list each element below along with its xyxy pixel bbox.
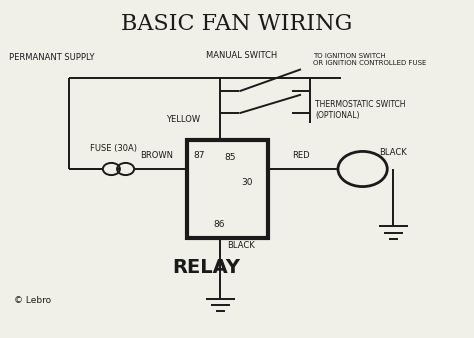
Text: THERMOSTATIC SWITCH
(OPTIONAL): THERMOSTATIC SWITCH (OPTIONAL) xyxy=(315,100,406,120)
Text: 85: 85 xyxy=(224,153,236,162)
Circle shape xyxy=(338,151,387,187)
Bar xyxy=(187,140,268,238)
Text: RED: RED xyxy=(292,151,310,160)
Text: RELAY: RELAY xyxy=(172,258,240,276)
Text: MANUAL SWITCH: MANUAL SWITCH xyxy=(206,51,277,60)
Text: BLACK: BLACK xyxy=(380,148,407,156)
Text: BROWN: BROWN xyxy=(140,151,173,160)
Text: PERMANANT SUPPLY: PERMANANT SUPPLY xyxy=(9,53,95,62)
Text: BLACK: BLACK xyxy=(228,241,255,249)
Text: YELLOW: YELLOW xyxy=(166,116,200,124)
Text: © Lebro: © Lebro xyxy=(14,296,51,305)
Text: BASIC FAN WIRING: BASIC FAN WIRING xyxy=(121,13,353,35)
Text: FAN: FAN xyxy=(352,164,373,174)
Text: FUSE (30A): FUSE (30A) xyxy=(90,144,137,153)
Text: 87: 87 xyxy=(193,151,204,160)
Text: 86: 86 xyxy=(213,220,225,229)
Text: TO IGNITION SWITCH
OR IGNITION CONTROLLED FUSE: TO IGNITION SWITCH OR IGNITION CONTROLLE… xyxy=(313,53,426,66)
Text: 30: 30 xyxy=(242,178,253,187)
